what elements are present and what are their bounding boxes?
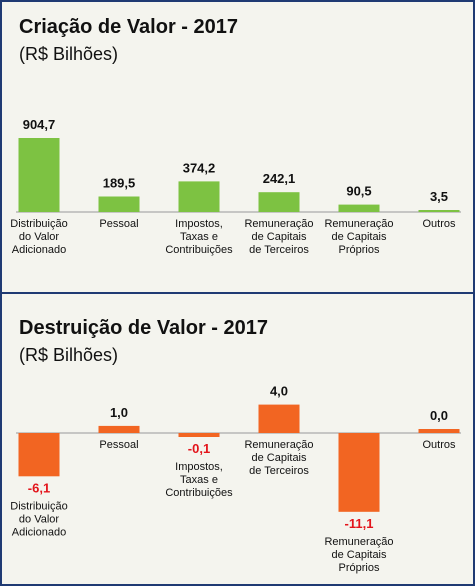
category-label: Remuneração [324, 536, 393, 548]
category-label: Pessoal [99, 439, 138, 451]
category-label: de Capitais [251, 231, 307, 243]
category-label: do Valor [19, 513, 59, 525]
category-label: de Terceiros [249, 465, 309, 477]
bar [18, 138, 60, 212]
data-label: 904,7 [23, 117, 56, 132]
data-label: 4,0 [270, 384, 288, 399]
category-label: Remuneração [244, 439, 313, 451]
chart-subtitle: (R$ Bilhões) [19, 44, 119, 64]
category-label: Distribuição [10, 218, 67, 230]
bar [98, 196, 140, 212]
data-label: 374,2 [183, 160, 216, 175]
category-label: de Terceiros [249, 244, 309, 256]
data-label: -0,1 [188, 441, 210, 456]
bar [258, 192, 300, 212]
category-label: Contribuições [165, 487, 233, 499]
category-label: Distribuição [10, 500, 67, 512]
bar [418, 210, 460, 212]
category-label: Pessoal [99, 218, 138, 230]
bar [178, 181, 220, 212]
category-label: de Capitais [331, 231, 387, 243]
value-destruction-panel: Destruição de Valor - 2017 (R$ Bilhões) … [2, 294, 473, 584]
data-label: 1,0 [110, 405, 128, 420]
data-label: 3,5 [430, 189, 448, 204]
category-label: Outros [422, 439, 456, 451]
data-label: -11,1 [345, 516, 374, 531]
category-label: Impostos, [175, 218, 223, 230]
data-label: 189,5 [103, 175, 136, 190]
category-label: Taxas e [180, 231, 218, 243]
category-label: Próprios [339, 244, 380, 256]
bar [258, 404, 300, 433]
panel-divider [2, 292, 473, 294]
category-label: Adicionado [12, 526, 66, 538]
data-label: 0,0 [430, 408, 448, 423]
category-label: Próprios [339, 562, 380, 574]
category-label: Taxas e [180, 474, 218, 486]
bar [178, 433, 220, 437]
category-label: Contribuições [165, 244, 233, 256]
category-label: de Capitais [331, 549, 387, 561]
bar [98, 425, 140, 433]
data-label: -6,1 [28, 480, 50, 495]
category-label: Impostos, [175, 461, 223, 473]
value-creation-panel: Criação de Valor - 2017 (R$ Bilhões) 904… [2, 2, 473, 292]
chart-subtitle: (R$ Bilhões) [19, 345, 119, 365]
category-label: Remuneração [324, 218, 393, 230]
bar [418, 429, 460, 433]
data-label: 90,5 [346, 184, 371, 199]
bar [338, 204, 380, 212]
bar [338, 433, 380, 512]
chart-title: Criação de Valor - 2017 [19, 16, 239, 38]
category-label: Outros [422, 218, 456, 230]
chart-title: Destruição de Valor - 2017 [19, 317, 269, 339]
bar [18, 433, 60, 477]
category-label: Remuneração [244, 218, 313, 230]
category-label: Adicionado [12, 244, 66, 256]
data-label: 242,1 [263, 171, 296, 186]
category-label: de Capitais [251, 452, 307, 464]
category-label: do Valor [19, 231, 59, 243]
